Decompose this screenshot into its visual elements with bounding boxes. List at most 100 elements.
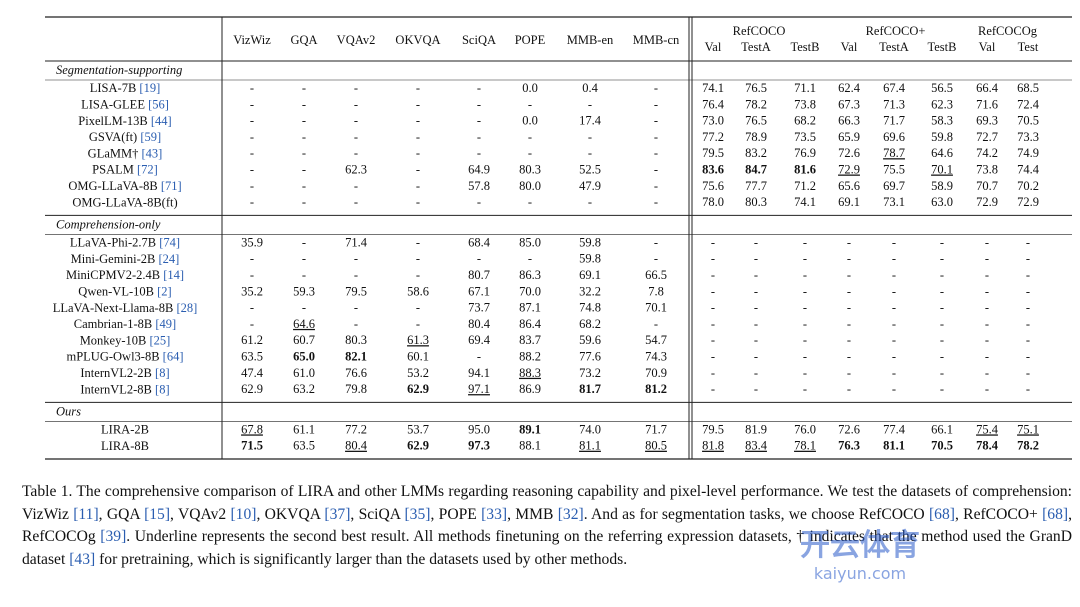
cell: - [940,366,944,380]
cell: - [354,301,358,315]
cell: 66.1 [931,422,953,436]
cell: 68.2 [579,317,601,331]
cell: - [302,97,306,111]
cell: - [754,284,758,298]
citation: [59] [140,130,161,144]
method: LISA-7B [90,81,137,95]
cell: 75.5 [883,163,905,177]
cell: - [250,301,254,315]
caption-text: . Underline represents the second best r… [22,528,1072,568]
cell: - [1026,252,1030,266]
cell: 73.2 [579,366,601,380]
cell: - [985,350,989,364]
cell: - [250,163,254,177]
caption-text: . And as for segmentation tasks, we choo… [583,505,929,523]
cell: - [754,268,758,282]
citation: [33] [481,505,508,523]
cell: 69.6 [883,130,905,144]
cell: 78.0 [702,195,724,209]
cell: - [416,195,420,209]
cell: - [803,382,807,396]
cell: 65.0 [293,350,315,364]
cell: 72.6 [838,146,860,160]
caption-text: , RefCOCOg [22,505,1072,546]
cell: - [302,301,306,315]
cell: - [302,252,306,266]
cell: - [250,268,254,282]
cell: - [985,317,989,331]
cell: - [250,179,254,193]
cell: 95.0 [468,422,490,436]
cell: 73.3 [1017,130,1039,144]
cell: 75.1 [1017,422,1039,436]
cell: 74.2 [976,146,998,160]
cell: 88.3 [519,366,541,380]
cell: - [477,114,481,128]
cell: - [302,114,306,128]
cell: 76.3 [838,439,860,453]
cell: - [477,97,481,111]
citation: [37] [324,505,351,523]
citation: [68] [928,505,955,523]
cell: - [892,317,896,331]
cell: - [654,235,658,249]
cell: 76.0 [794,422,816,436]
cell: 56.5 [931,81,953,95]
cell: - [416,179,420,193]
cell: - [250,195,254,209]
cell: 74.3 [645,350,667,364]
cell: - [940,350,944,364]
cell: 78.1 [794,439,816,453]
cell: 69.4 [468,333,491,347]
cell: 66.4 [976,81,999,95]
method: InternVL2-8B [80,382,152,396]
cell: - [711,235,715,249]
section-label: Ours [56,404,81,418]
cell: - [302,130,306,144]
cell: - [985,366,989,380]
cell: 82.1 [345,350,367,364]
cell: 58.3 [931,114,953,128]
watermark-title: 开云体育 [800,528,920,563]
method: InternVL2-2B [80,366,152,380]
sub-header: TestB [791,40,820,54]
column-header: OKVQA [395,33,440,47]
citation: [11] [73,505,99,523]
column-header: VizWiz [233,33,271,47]
caption: Table 1. The comprehensive comparison of… [22,481,1072,571]
cell: - [416,301,420,315]
sub-header: Test [1018,40,1039,54]
citation: [2] [157,284,172,298]
cell: 69.1 [579,268,601,282]
cell: - [1026,333,1030,347]
cell: 69.1 [838,195,860,209]
cell: 73.7 [468,301,490,315]
cell: - [711,252,715,266]
cell: - [416,268,420,282]
cell: 76.9 [794,146,816,160]
cell: - [416,114,420,128]
cell: - [1026,284,1030,298]
cell: 81.9 [745,422,767,436]
method: GLaMM† [88,146,139,160]
cell: 70.5 [931,439,953,453]
cell: 58.6 [407,284,429,298]
cell: - [847,382,851,396]
cell: - [477,146,481,160]
cell: 79.8 [345,382,367,396]
method: OMG-LLaVA-8B(ft) [72,195,177,209]
cell: 88.2 [519,350,541,364]
cell: - [940,284,944,298]
cell: - [302,81,306,95]
cell: - [1026,235,1030,249]
cell: - [416,146,420,160]
cell: - [1026,350,1030,364]
cell: - [940,252,944,266]
sub-header: TestA [741,40,771,54]
method-name: OMG-LLaVA-8B [71] [68,179,181,193]
cell: - [477,350,481,364]
cell: - [354,81,358,95]
cell: - [416,97,420,111]
cell: 80.5 [645,439,667,453]
citation: [56] [148,97,169,111]
